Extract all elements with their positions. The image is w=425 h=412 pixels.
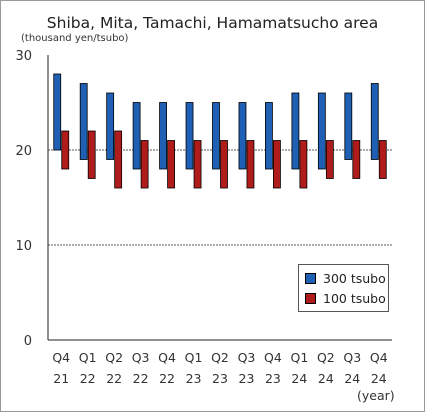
bar-100-tsubo-0 <box>61 130 70 170</box>
x-tick-quarter-10: Q2 <box>317 350 335 365</box>
x-tick-year-10: 24 <box>318 371 334 386</box>
x-tick-quarter-1: Q1 <box>79 350 97 365</box>
x-tick-quarter-8: Q4 <box>264 350 282 365</box>
chart-title: Shiba, Mita, Tamachi, Hamamatsucho area <box>46 14 379 32</box>
bar-100-tsubo-5 <box>193 140 202 189</box>
bar-100-tsubo-6 <box>220 140 228 189</box>
x-tick-year-11: 24 <box>344 371 360 386</box>
x-tick-year-12: 24 <box>371 371 387 386</box>
legend-label-100-tsubo: 100 tsubo <box>323 290 386 306</box>
bar-100-tsubo-4 <box>167 140 175 189</box>
bar-100-tsubo-3 <box>140 140 149 189</box>
x-tick-year-5: 23 <box>186 371 202 386</box>
x-tick-year-8: 23 <box>265 371 281 386</box>
bar-100-tsubo-1 <box>87 130 96 179</box>
legend-label-300-tsubo: 300 tsubo <box>323 270 386 286</box>
bar-100-tsubo-7 <box>246 140 255 189</box>
x-tick-quarter-6: Q2 <box>211 350 229 365</box>
bar-300-tsubo-6 <box>212 102 220 170</box>
bar-300-tsubo-2 <box>106 92 115 160</box>
x-tick-quarter-3: Q3 <box>132 350 150 365</box>
x-tick-quarter-5: Q1 <box>185 350 203 365</box>
legend-swatch-100-tsubo <box>305 292 316 304</box>
x-tick-year-7: 23 <box>239 371 255 386</box>
x-tick-quarter-7: Q3 <box>238 350 256 365</box>
bar-300-tsubo-0 <box>53 73 62 151</box>
y-tick-label-0: 0 <box>24 334 32 349</box>
legend-swatch-300-tsubo <box>305 272 316 284</box>
x-tick-year-3: 22 <box>133 371 149 386</box>
bar-300-tsubo-11 <box>344 92 353 160</box>
y-tick-label-20: 20 <box>15 144 32 159</box>
x-tick-quarter-11: Q3 <box>343 350 361 365</box>
bar-100-tsubo-8 <box>273 140 281 189</box>
bar-300-tsubo-7 <box>238 102 247 170</box>
x-tick-year-1: 22 <box>80 371 96 386</box>
bar-300-tsubo-8 <box>265 102 273 170</box>
x-tick-year-6: 23 <box>212 371 228 386</box>
x-tick-quarter-4: Q4 <box>158 350 176 365</box>
legend-item-100-tsubo: 100 tsubo <box>305 290 386 306</box>
y-tick-label-10: 10 <box>15 239 32 254</box>
bar-100-tsubo-9 <box>299 140 308 189</box>
legend-item-300-tsubo: 300 tsubo <box>305 270 386 286</box>
bar-100-tsubo-10 <box>325 140 334 179</box>
x-tick-year-2: 22 <box>106 371 122 386</box>
bar-100-tsubo-2 <box>114 130 123 189</box>
bar-300-tsubo-12 <box>370 83 379 160</box>
x-tick-quarter-0: Q4 <box>52 350 70 365</box>
x-tick-year-4: 22 <box>159 371 175 386</box>
y-axis-unit-label: (thousand yen/tsubo) <box>21 33 129 44</box>
bar-100-tsubo-11 <box>352 140 361 179</box>
chart-legend: 300 tsubo 100 tsubo <box>298 264 389 312</box>
x-tick-year-0: 21 <box>53 371 69 386</box>
bar-300-tsubo-10 <box>317 92 326 170</box>
bar-300-tsubo-1 <box>79 83 88 160</box>
bar-300-tsubo-3 <box>132 102 141 170</box>
x-axis-unit-label: (year) <box>357 388 395 403</box>
bar-100-tsubo-12 <box>378 140 387 179</box>
y-tick-label-30: 30 <box>15 49 32 64</box>
x-tick-quarter-2: Q2 <box>105 350 123 365</box>
x-tick-quarter-12: Q4 <box>370 350 388 365</box>
bar-300-tsubo-4 <box>159 102 167 170</box>
x-tick-quarter-9: Q1 <box>290 350 308 365</box>
bar-300-tsubo-5 <box>185 102 194 170</box>
x-tick-year-9: 24 <box>291 371 307 386</box>
bar-300-tsubo-9 <box>291 92 300 170</box>
